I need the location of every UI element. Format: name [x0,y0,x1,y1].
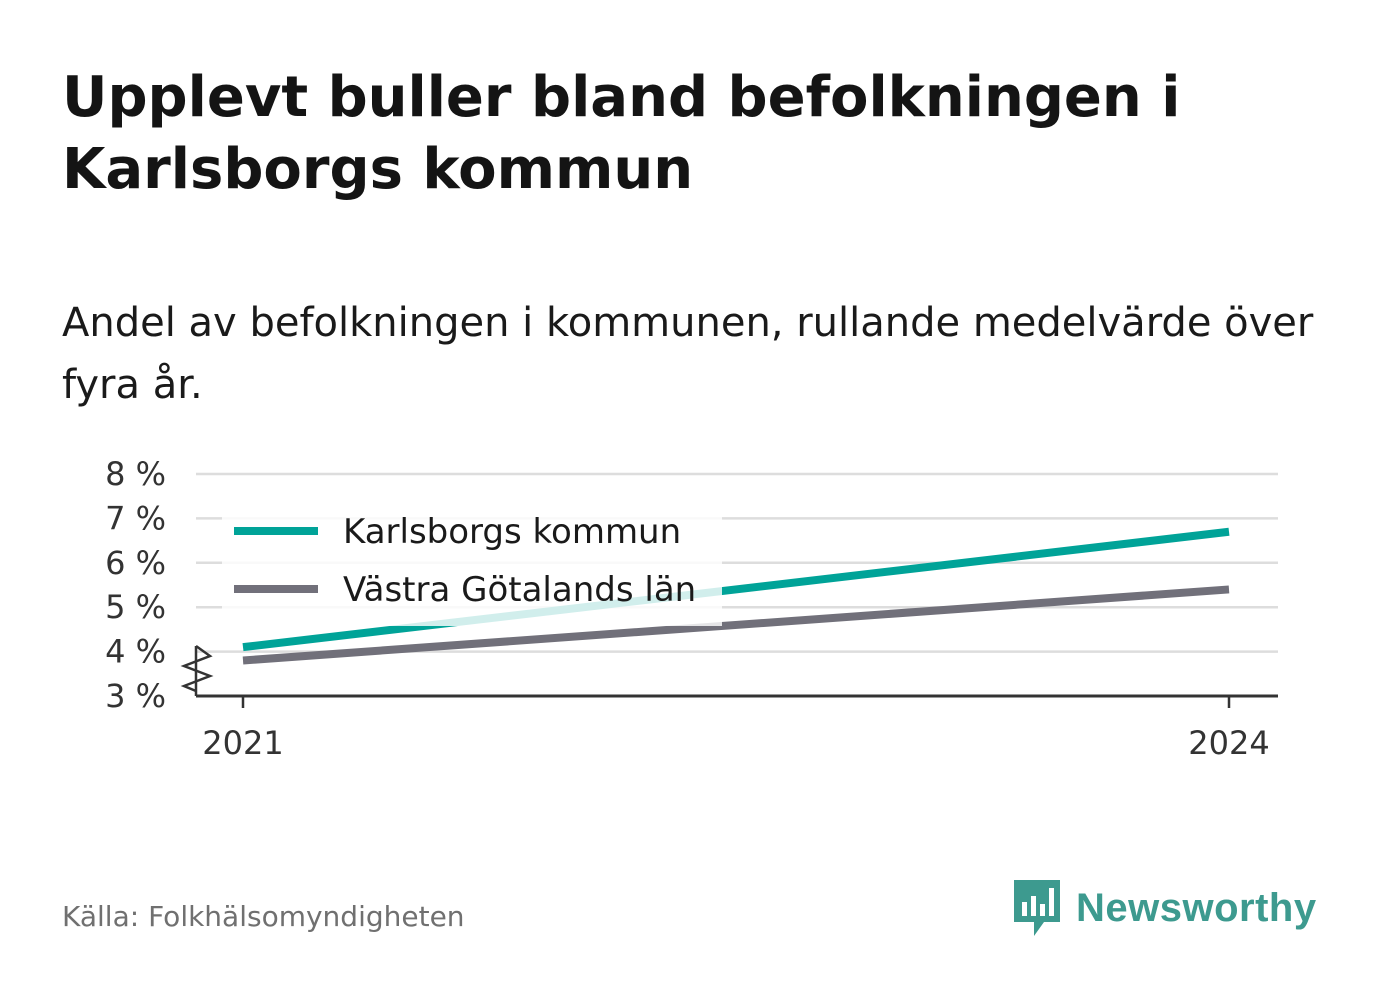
chart-subtitle: Andel av befolkningen i kommunen, rullan… [62,300,1314,408]
legend: Karlsborgs kommun Västra Götalands län [222,508,722,626]
legend-label: Karlsborgs kommun [343,512,681,552]
y-tick-label: 4 % [105,633,166,671]
newsworthy-logo-icon [1014,880,1060,936]
chart-title: Upplevt buller bland befolkningen i Karl… [62,65,1181,202]
x-tick-label: 2024 [1188,724,1269,762]
legend-label: Västra Götalands län [343,570,696,610]
series-line-v-stra-g-talands-l-n [242,585,1230,665]
x-tick-label: 2021 [202,724,283,762]
newsworthy-logo: Newsworthy [1012,878,1317,938]
tick-labels: 3 % 4 % 5 % 6 % 7 % 8 % 2021 2024 [105,455,1270,762]
axes [180,644,1278,698]
y-tick-label: 8 % [105,455,166,493]
source-note: Källa: Folkhälsomyndigheten [62,900,465,933]
y-tick-label: 6 % [105,544,166,582]
y-tick-label: 3 % [105,677,166,715]
series [242,527,1230,665]
brand-name: Newsworthy [1076,885,1317,930]
y-tick-label: 7 % [105,499,166,537]
axis-break-icon [180,644,214,693]
series-line-karlsborgs-kommun [242,527,1230,652]
y-tick-label: 5 % [105,588,166,626]
